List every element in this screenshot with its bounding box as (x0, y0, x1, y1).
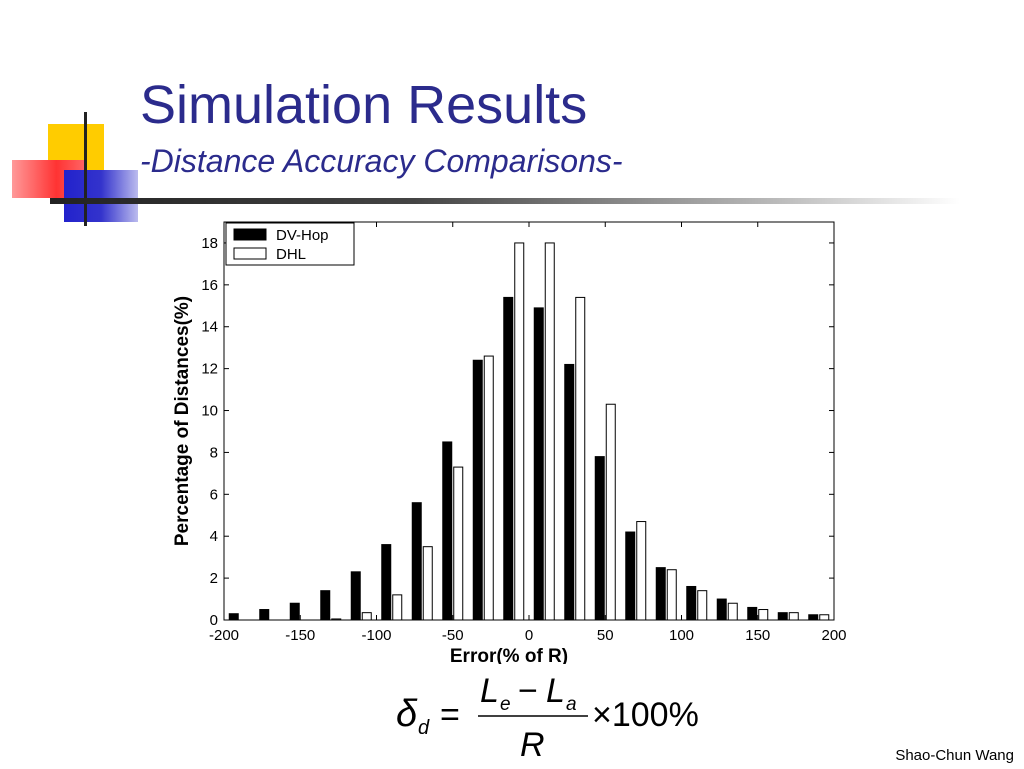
bar-dhl (605, 403, 616, 621)
formula-equals: = (440, 696, 460, 734)
bar-dhl (392, 594, 403, 621)
deco-blue-square (64, 170, 138, 222)
bar-dvhop (350, 571, 361, 621)
y-axis-label: Percentage of Distances(%) (172, 296, 193, 546)
x-tick-label: 150 (745, 627, 770, 644)
legend-swatch-dhl (233, 247, 267, 260)
bar-dvhop (716, 598, 727, 621)
bar-dhl (758, 609, 769, 621)
page-subtitle: -Distance Accuracy Comparisons- (140, 143, 623, 179)
bar-dhl (697, 590, 708, 621)
legend: DV-Hop DHL (225, 222, 355, 266)
bar-dhl (727, 602, 738, 621)
bar-dvhop (533, 307, 544, 621)
bar-dvhop (686, 585, 697, 621)
x-tick-label: 0 (525, 627, 533, 644)
histogram-chart: 0 2 4 6 8 10 12 14 16 18 -200 -150 -100 -50 0 50 100 150 2… (172, 212, 852, 667)
bar-dhl (819, 614, 830, 621)
page-title: Simulation Results (140, 75, 588, 135)
bar-dhl (361, 612, 372, 621)
formula-r: R (520, 726, 545, 764)
chart-svg: 0 2 4 6 8 10 12 14 16 18 -200 -150 -100 -50 0 50 100 150 2… (172, 212, 852, 667)
bar-dvhop (625, 531, 636, 621)
y-tick-label: 12 (201, 361, 218, 378)
bar-dvhop (411, 502, 422, 621)
formula-delta: δ (396, 693, 418, 735)
bar-dvhop (503, 296, 514, 621)
bar-dvhop (472, 359, 483, 621)
legend-label-dhl: DHL (276, 246, 306, 263)
bar-dhl (636, 521, 647, 621)
plot-frame (223, 221, 835, 621)
y-tick-label: 6 (210, 486, 218, 503)
y-tick-label: 10 (201, 403, 218, 420)
legend-swatch-dvhop (233, 228, 267, 241)
formula-la: L (546, 672, 565, 710)
y-tick-label: 14 (201, 319, 218, 336)
formula-le-subscript: e (500, 694, 511, 715)
bar-dhl (544, 242, 555, 621)
title-rule (50, 198, 960, 204)
bar-dvhop (320, 590, 331, 621)
bar-dvhop (594, 456, 605, 621)
bar-dvhop (777, 612, 788, 621)
x-tick-label: -50 (442, 627, 464, 644)
legend-label-dvhop: DV-Hop (276, 227, 329, 244)
x-axis-label: Error(% of R) (450, 646, 568, 664)
y-tick-label: 18 (201, 235, 218, 252)
bar-dhl (514, 242, 525, 621)
bar-dvhop (808, 614, 819, 621)
bar-dhl (666, 569, 677, 621)
formula-la-subscript: a (566, 694, 577, 715)
error-formula: δ d = L e − L a R ×100% (394, 672, 734, 764)
bar-dvhop (747, 606, 758, 621)
bar-dvhop (228, 613, 239, 621)
y-tick-label: 4 (210, 528, 218, 545)
y-tick-label: 16 (201, 277, 218, 294)
bar-dvhop (289, 602, 300, 621)
x-tick-label: 50 (597, 627, 614, 644)
formula-svg: δ d = L e − L a R ×100% (396, 672, 699, 764)
y-tick-label: 0 (210, 612, 218, 629)
bar-dvhop (442, 441, 453, 621)
x-tick-label: -200 (209, 627, 239, 644)
author-name: Shao-Chun Wang (895, 747, 1014, 764)
x-tick-label: 200 (821, 627, 846, 644)
x-tick-label: 100 (669, 627, 694, 644)
formula-minus: − (518, 672, 538, 710)
y-tick-label: 2 (210, 570, 218, 587)
formula-delta-subscript: d (418, 717, 430, 739)
bar-dhl (483, 355, 494, 621)
x-tick-label: -150 (285, 627, 315, 644)
formula-multiplier: ×100% (592, 696, 699, 734)
formula-le: L (480, 672, 499, 710)
bar-dvhop (381, 544, 392, 621)
bar-dvhop (564, 363, 575, 621)
bar-dhl (788, 612, 799, 621)
bar-dhl (422, 546, 433, 621)
bar-dhl (453, 466, 464, 621)
x-tick-label: -100 (361, 627, 391, 644)
y-tick-label: 8 (210, 444, 218, 461)
deco-vertical-line (84, 112, 87, 226)
bar-dhl (575, 296, 586, 621)
bar-dvhop (259, 609, 270, 621)
bar-dvhop (655, 567, 666, 621)
